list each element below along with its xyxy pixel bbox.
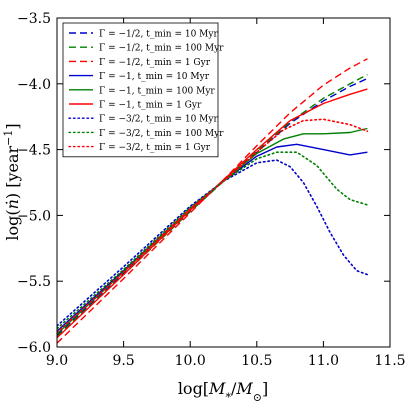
y-tick-label: −6.0	[17, 340, 51, 356]
y-axis-label: log(ṅ) [year−1]	[2, 123, 23, 240]
series-line	[57, 159, 369, 327]
series-line	[57, 118, 369, 334]
x-tick-label: 10.0	[175, 353, 206, 369]
legend-label: Γ = −1/2, t_min = 100 Myr	[99, 44, 224, 54]
legend-label: Γ = −1/2, t_min = 10 Myr	[99, 30, 218, 40]
y-tick-label: −4.5	[17, 143, 51, 159]
x-tick-label: 11.5	[374, 353, 405, 369]
x-tick-label: 9.0	[46, 353, 68, 369]
legend-label: Γ = −1/2, t_min = 1 Gyr	[99, 58, 211, 68]
plot-frame	[56, 17, 391, 348]
legend-label: Γ = −3/2, t_min = 10 Myr	[99, 115, 218, 125]
x-tick-label: 11.0	[308, 353, 339, 369]
x-tick-label: 10.5	[241, 353, 272, 369]
x-axis-label: log[M*/M⊙]	[178, 379, 268, 404]
legend-label: Γ = −3/2, t_min = 1 Gyr	[99, 143, 211, 153]
series-line	[57, 58, 368, 344]
legend-label: Γ = −3/2, t_min = 100 Myr	[99, 129, 224, 139]
y-tick-label: −5.0	[17, 208, 51, 224]
y-tick-label: −5.5	[17, 274, 51, 290]
legend-label: Γ = −1, t_min = 10 Myr	[99, 72, 210, 82]
tick-layer: 9.0 9.5 10.0 10.5 11.0 11.5 −6.0 −5.5 −5.0 −4.5 −4…	[17, 11, 406, 369]
legend: Γ = −1/2, t_min = 10 Myr Γ = −1/2, t_min …	[62, 22, 224, 158]
y-tick-label: −4.0	[17, 77, 51, 93]
series-line	[57, 88, 368, 339]
series-layer	[57, 58, 369, 344]
legend-label: Γ = −1, t_min = 1 Gyr	[99, 101, 202, 111]
legend-label: Γ = −1, t_min = 100 Myr	[99, 86, 215, 96]
y-tick-label: −3.5	[17, 11, 51, 27]
series-line	[57, 151, 369, 330]
x-tick-label: 9.5	[112, 353, 134, 369]
